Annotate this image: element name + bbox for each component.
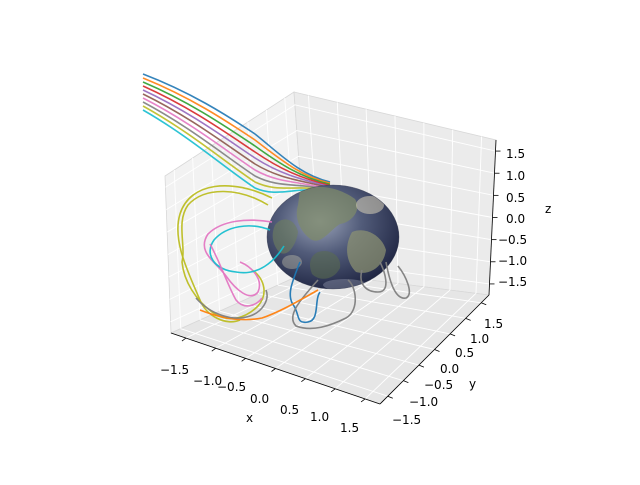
y-tick-label: −1.5	[392, 413, 421, 427]
z-tick-labels: −1.5 −1.0 −0.5 0.0 0.5 1.0 1.5	[498, 147, 527, 289]
x-tick	[301, 379, 305, 382]
y-tick-label: 1.5	[484, 317, 503, 331]
x-tick	[242, 358, 246, 361]
z-tick-label: 1.5	[506, 147, 525, 161]
z-tick-label: 0.0	[506, 212, 525, 226]
y-tick	[481, 303, 486, 305]
x-tick	[331, 389, 335, 392]
z-tick-label: −1.0	[498, 254, 527, 268]
y-tick	[466, 318, 471, 320]
x-tick-label: −1.5	[160, 363, 189, 377]
z-tick-label: −0.5	[498, 233, 527, 247]
x-tick-label: 0.0	[250, 392, 269, 406]
z-tick-label: 0.5	[506, 191, 525, 205]
y-tick-label: 0.5	[455, 346, 474, 360]
y-tick	[450, 334, 455, 336]
y-axis-label: y	[469, 377, 476, 391]
y-tick	[419, 365, 424, 367]
z-tick-label: −1.5	[498, 275, 527, 289]
x-tick	[182, 338, 186, 341]
x-tick	[212, 348, 216, 351]
x-tick-label: −0.5	[217, 380, 246, 394]
y-tick-label: 0.0	[440, 362, 459, 376]
x-tick-label: 1.0	[310, 410, 329, 424]
z-tick-label: 1.0	[506, 169, 525, 183]
y-tick-label: −1.0	[409, 395, 438, 409]
y-tick	[388, 396, 393, 398]
x-axis-label: x	[246, 411, 253, 425]
x-tick-label: 1.5	[340, 421, 359, 435]
y-tick-label: 1.0	[470, 332, 489, 346]
z-axis-label: z	[545, 202, 551, 216]
x-tick	[272, 369, 276, 372]
y-tick	[435, 350, 440, 352]
y-tick-label: −0.5	[424, 378, 453, 392]
y-tick	[403, 381, 408, 383]
x-tick-label: 0.5	[280, 403, 299, 417]
x-tick	[361, 399, 365, 402]
